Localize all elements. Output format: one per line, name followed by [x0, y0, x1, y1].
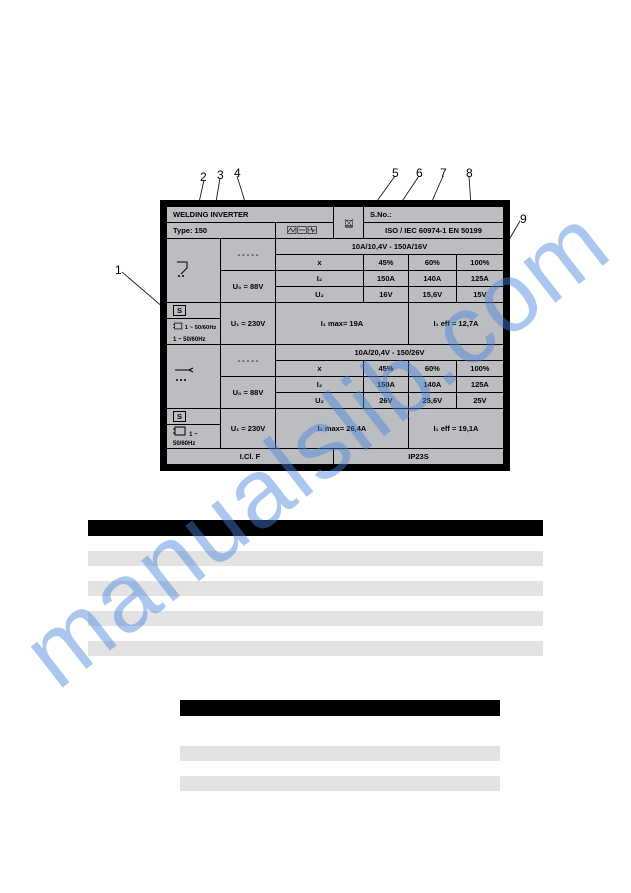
- plug-icon-2: 1 ~ 50/60Hz: [167, 425, 221, 449]
- dc-symbol-1: - - - - -: [221, 239, 276, 271]
- i2-45-2: 150A: [364, 377, 409, 393]
- u2-100-2: 25V: [456, 393, 503, 409]
- table-row: [88, 566, 543, 581]
- footer-class: I.Cl. F: [167, 449, 334, 465]
- col-60-2: 60%: [408, 361, 456, 377]
- tig-icon: [167, 239, 221, 303]
- callout-5: 5: [392, 166, 399, 180]
- x-label-1: x: [276, 255, 364, 271]
- callout-3: 3: [217, 168, 224, 182]
- i2-60-1: 140A: [408, 271, 456, 287]
- legend-table-2: [180, 700, 500, 806]
- table-row: [88, 536, 543, 551]
- i1eff-2: I₁ eff = 19,1A: [408, 409, 503, 449]
- plate-title: WELDING INVERTER: [167, 207, 334, 223]
- callout-1: 1: [115, 263, 122, 277]
- callout-2: 2: [200, 170, 207, 184]
- callout-8: 8: [466, 166, 473, 180]
- type-value: 150: [195, 226, 208, 235]
- weee-icon: [334, 207, 364, 239]
- u0-1: U₀ = 88V: [221, 271, 276, 303]
- standards: ISO / IEC 60974-1 EN 50199: [364, 223, 504, 239]
- table-row: [180, 761, 500, 776]
- u2-label-2: U₂: [276, 393, 364, 409]
- dc-symbol-2: - - - - -: [221, 345, 276, 377]
- i2-100-2: 125A: [456, 377, 503, 393]
- table-row: [88, 641, 543, 656]
- i2-60-2: 140A: [408, 377, 456, 393]
- table-row: [88, 596, 543, 611]
- callout-4: 4: [234, 166, 241, 180]
- table-row: [88, 551, 543, 566]
- schematic-icon: [276, 223, 334, 239]
- callout-7: 7: [440, 166, 447, 180]
- callout-9: 9: [520, 212, 527, 226]
- col-100-2: 100%: [456, 361, 503, 377]
- u2-45-2: 26V: [364, 393, 409, 409]
- svg-text:1 ~ 50/60Hz: 1 ~ 50/60Hz: [185, 325, 217, 331]
- table-row: [180, 791, 500, 806]
- i2-45-1: 150A: [364, 271, 409, 287]
- s-symbol-1: S: [167, 303, 221, 319]
- callout-6: 6: [416, 166, 423, 180]
- table-row: [180, 776, 500, 791]
- u1-1: U₁ = 230V: [221, 303, 276, 345]
- table-row: [88, 581, 543, 596]
- u1-2: U₁ = 230V: [221, 409, 276, 449]
- col-45-2: 45%: [364, 361, 409, 377]
- u2-45-1: 16V: [364, 287, 409, 303]
- col-45-1: 45%: [364, 255, 409, 271]
- u0-2: U₀ = 88V: [221, 377, 276, 409]
- i2-label-2: I₂: [276, 377, 364, 393]
- rating-plate: WELDING INVERTER S.No.: Type: 150 ISO / …: [160, 200, 510, 471]
- i2-label-1: I₂: [276, 271, 364, 287]
- s-symbol-2: S: [167, 409, 221, 425]
- u2-label-1: U₂: [276, 287, 364, 303]
- i1max-1: I₁ max= 19A: [276, 303, 409, 345]
- plug-icon-1: 1 ~ 50/60Hz 1 ~ 50/60Hz: [167, 319, 221, 345]
- u2-60-2: 25,6V: [408, 393, 456, 409]
- table-row: [180, 731, 500, 746]
- sno-label: S.No.:: [364, 207, 504, 223]
- u2-60-1: 15,6V: [408, 287, 456, 303]
- col-100-1: 100%: [456, 255, 503, 271]
- i1eff-1: I₁ eff = 12,7A: [408, 303, 503, 345]
- x-label-2: x: [276, 361, 364, 377]
- footer-ip: IP23S: [334, 449, 504, 465]
- table-row: [88, 626, 543, 641]
- i2-100-1: 125A: [456, 271, 503, 287]
- table-row: [180, 716, 500, 731]
- section1-header: 10A/10,4V - 150A/16V: [276, 239, 504, 255]
- u2-100-1: 15V: [456, 287, 503, 303]
- table-row: [180, 746, 500, 761]
- i1max-2: I₁ max= 26,4A: [276, 409, 409, 449]
- col-60-1: 60%: [408, 255, 456, 271]
- section2-header: 10A/20,4V - 150/26V: [276, 345, 504, 361]
- mma-icon: [167, 345, 221, 409]
- type-label: Type:: [173, 226, 192, 235]
- legend-table-1: [88, 520, 543, 671]
- table-row: [88, 656, 543, 671]
- table-row: [88, 611, 543, 626]
